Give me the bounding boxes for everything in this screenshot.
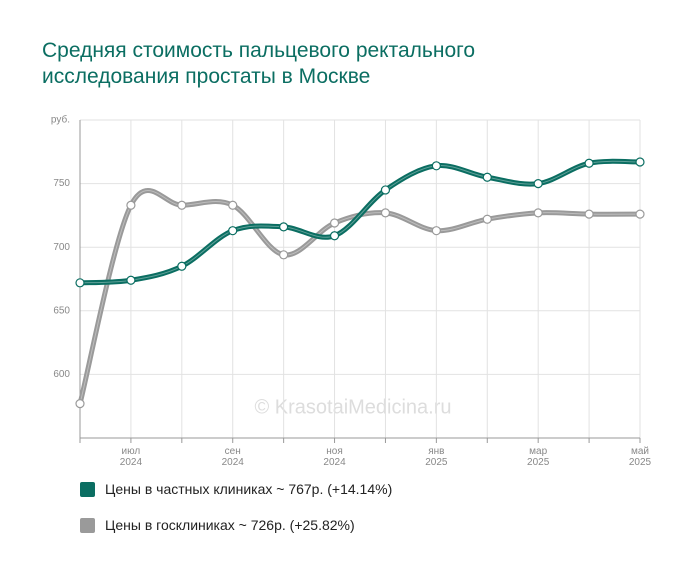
x-tick-label: янв 2025 (425, 446, 448, 468)
data-point (75, 399, 85, 409)
data-point (380, 185, 391, 195)
data-point (482, 214, 492, 224)
series-line (77, 188, 641, 405)
data-point (482, 172, 492, 182)
data-point (228, 226, 238, 236)
legend-label: Цены в госклиниках ~ 726р. (+25.82%) (105, 517, 355, 533)
watermark: © KrasotaiMedicina.ru (254, 396, 451, 418)
data-point (533, 179, 543, 189)
x-tick-label: июл 2024 (119, 446, 143, 468)
y-tick-label: 750 (53, 178, 70, 189)
data-point (635, 209, 645, 219)
data-point (126, 275, 136, 285)
y-tick-label: руб. (51, 114, 70, 126)
data-point (380, 208, 391, 218)
x-tick-label: мар 2025 (527, 446, 550, 468)
legend-swatch (80, 517, 95, 533)
data-point (75, 278, 85, 288)
x-tick-label: ноя 2024 (323, 446, 346, 468)
data-point (329, 218, 340, 228)
y-tick-label: 700 (53, 242, 70, 253)
series-line (79, 158, 641, 286)
chart-title: Средняя стоимость пальцевого ректального… (42, 39, 476, 88)
x-tick-label: май 2025 (628, 446, 652, 468)
data-point (584, 158, 594, 168)
data-point (584, 209, 594, 219)
legend-item: Цены в частных клиниках ~ 767р. (+14.14%… (80, 481, 392, 497)
data-point (177, 200, 187, 210)
legend-swatch (80, 481, 95, 497)
data-point (533, 208, 543, 218)
data-point (431, 226, 441, 236)
data-point (126, 200, 136, 210)
legend-item: Цены в госклиниках ~ 726р. (+25.82%) (80, 517, 355, 533)
y-tick-label: 650 (53, 305, 70, 316)
legend-label: Цены в частных клиниках ~ 767р. (+14.14%… (105, 481, 393, 497)
data-point (431, 161, 441, 171)
data-point (329, 231, 340, 241)
x-tick-label: сен 2024 (221, 446, 244, 468)
y-tick-label: 600 (53, 369, 70, 380)
data-point (228, 200, 238, 210)
data-point (279, 250, 289, 260)
data-point (177, 261, 187, 271)
series-line-highlight (79, 190, 641, 404)
data-point (635, 157, 645, 167)
data-point (279, 222, 289, 232)
